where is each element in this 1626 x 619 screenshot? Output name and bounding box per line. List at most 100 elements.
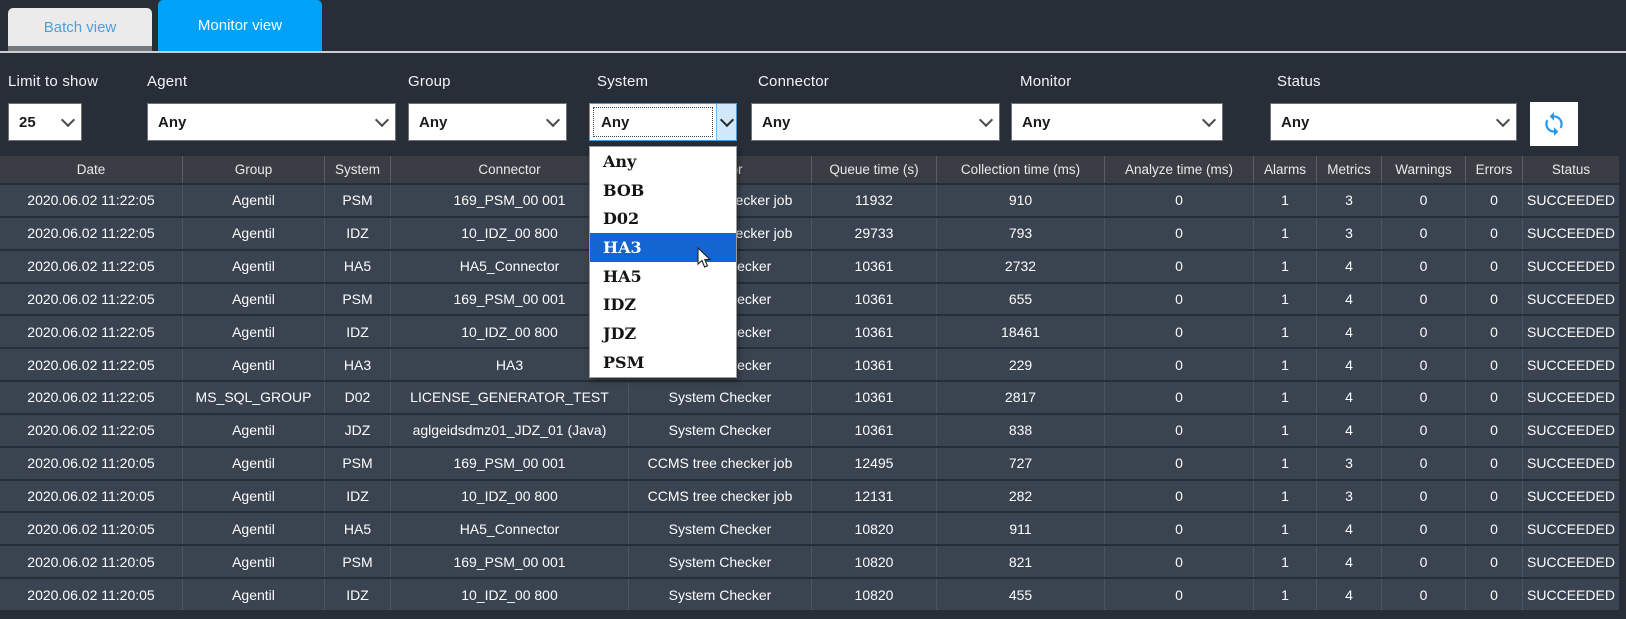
cell-status: SUCCEEDED [1527,323,1615,340]
cell-system: PSM [325,447,391,479]
chevron-down-icon [374,112,390,128]
cell-queue-time-s: 10820 [812,513,937,545]
limit-label: Limit to show [8,73,99,90]
limit-select[interactable]: 25 [8,103,82,141]
chevron-down-icon [1495,112,1511,128]
refresh-button[interactable] [1530,102,1578,146]
table-row[interactable]: 2020.06.02 11:20:05 Agentil IDZ 10_IDZ_00 8… [0,480,1619,514]
table-row[interactable]: 2020.06.02 11:20:05 Agentil PSM 169_PSM_00 … [0,447,1619,481]
table-row[interactable]: 2020.06.02 11:22:05 Agentil JDZ aglgeidsdmz… [0,414,1619,448]
cell-queue-time-s: 11932 [812,185,937,216]
monitor-select-value: Any [1022,113,1051,131]
cell-collection-time-ms: 282 [937,480,1105,512]
cell-metrics: 4 [1317,579,1382,610]
system-option-psm[interactable]: PSM [603,352,645,372]
system-select-dropdown-button[interactable] [716,104,736,140]
cell-queue-time-s: 10361 [812,382,937,413]
cell-errors: 0 [1466,217,1523,249]
group-label: Group [408,73,451,90]
cell-system: IDZ [325,217,391,249]
table-header-row: DateGroupSystemConnectorMonitorQueue tim… [0,156,1619,185]
limit-select-value: 25 [19,113,36,131]
agent-select[interactable]: Any [147,103,396,141]
system-option-jdz[interactable]: JDZ [603,323,637,343]
cell-status: SUCCEEDED [1527,586,1615,603]
table-row[interactable]: 2020.06.02 11:22:05AgentilHA3HA3System C… [0,349,1619,383]
cell-alarms: 1 [1254,316,1317,348]
table-row[interactable]: 2020.06.02 11:22:05 MS_SQL_GROUP D02 LICENS… [0,382,1619,415]
cell-monitor: System Checker [629,579,812,610]
connector-select[interactable]: Any [751,103,1000,141]
cell-monitor: System Checker [629,382,812,413]
cell-date: 2020.06.02 11:20:05 [0,447,183,479]
system-option-bob[interactable]: BOB [603,180,645,200]
cell-queue-time-s: 10361 [812,316,937,348]
table-row[interactable]: 2020.06.02 11:22:05 Agentil IDZ 10_IDZ_00 8… [0,316,1619,350]
table-row[interactable]: 2020.06.02 11:22:05 Agentil PSM 169_PSM_00 … [0,185,1619,218]
cell-queue-time-s: 12495 [812,447,937,479]
cell-alarms: 1 [1254,349,1317,381]
system-option-ha3[interactable]: HA3 [590,233,736,262]
cell-status: SUCCEEDED [1527,192,1615,209]
cell-alarms: 1 [1254,185,1317,216]
chevron-down-icon [1201,112,1217,128]
cell-errors: 0 [1466,414,1523,446]
cell-metrics: 3 [1317,217,1382,249]
tab-monitor-view[interactable]: Monitor view [158,0,322,51]
cell-errors: 0 [1466,546,1523,578]
table-row[interactable]: 2020.06.02 11:22:05 Agentil HA5 HA5_Connect… [0,250,1619,284]
cell-group: Agentil [183,283,325,315]
group-select-value: Any [419,113,448,131]
cell-analyze-time-ms: 0 [1105,579,1254,610]
system-option-idz[interactable]: IDZ [603,295,637,315]
table-row[interactable]: 2020.06.02 11:20:05 Agentil IDZ 10_IDZ_00 8… [0,579,1619,612]
cell-alarms: 1 [1254,480,1317,512]
chevron-down-icon [60,112,76,128]
cell-monitor: System Checker [629,546,812,578]
cell-analyze-time-ms: 0 [1105,185,1254,216]
cell-date: 2020.06.02 11:22:05 [0,316,183,348]
cell-warnings: 0 [1382,185,1466,216]
system-option-ha5[interactable]: HA5 [603,266,642,286]
cell-warnings: 0 [1382,316,1466,348]
cell-queue-time-s: 10361 [812,414,937,446]
agent-label: Agent [147,73,188,90]
cell-system: PSM [325,283,391,315]
cell-metrics: 4 [1317,546,1382,578]
cell-metrics: 4 [1317,414,1382,446]
cell-alarms: 1 [1254,217,1317,249]
cell-connector: 10_IDZ_00 800 [391,480,629,512]
column-header-group: Group [183,156,325,183]
cell-warnings: 0 [1382,349,1466,381]
cell-analyze-time-ms: 0 [1105,316,1254,348]
table-row[interactable]: 2020.06.02 11:20:05 Agentil PSM 169_PSM_00 … [0,546,1619,580]
cell-collection-time-ms: 838 [937,414,1105,446]
chevron-down-icon [719,112,734,128]
table-row[interactable]: 2020.06.02 11:22:05 Agentil PSM 169_PSM_00 … [0,283,1619,317]
column-header-warnings: Warnings [1382,156,1466,183]
tab-batch-view[interactable]: Batch view [8,8,152,51]
cell-status: SUCCEEDED [1527,356,1615,373]
cell-status: SUCCEEDED [1527,422,1615,439]
connector-select-value: Any [762,113,791,131]
cell-warnings: 0 [1382,382,1466,413]
status-select[interactable]: Any [1270,103,1517,141]
cell-status: SUCCEEDED [1527,290,1615,307]
table-row[interactable]: 2020.06.02 11:22:05 Agentil IDZ 10_IDZ_00 8… [0,217,1619,251]
monitor-select[interactable]: Any [1011,103,1223,141]
group-select[interactable]: Any [408,103,567,141]
cell-group: Agentil [183,480,325,512]
table-row[interactable]: 2020.06.02 11:20:05 Agentil HA5 HA5_Connect… [0,513,1619,547]
column-header-collection-time-ms: Collection time (ms) [937,156,1105,183]
cell-queue-time-s: 10361 [812,250,937,282]
system-select[interactable]: Any [589,103,737,141]
cell-errors: 0 [1466,250,1523,282]
cell-monitor: CCMS tree checker job [629,480,812,512]
cell-date: 2020.06.02 11:20:05 [0,513,183,545]
monitor-results-table: DateGroupSystemConnectorMonitorQueue tim… [0,156,1619,612]
system-option-any[interactable]: Any [603,151,637,171]
column-header-queue-time-s: Queue time (s) [812,156,937,183]
column-header-metrics: Metrics [1317,156,1382,183]
cell-date: 2020.06.02 11:22:05 [0,217,183,249]
system-option-d02[interactable]: D02 [603,209,640,229]
